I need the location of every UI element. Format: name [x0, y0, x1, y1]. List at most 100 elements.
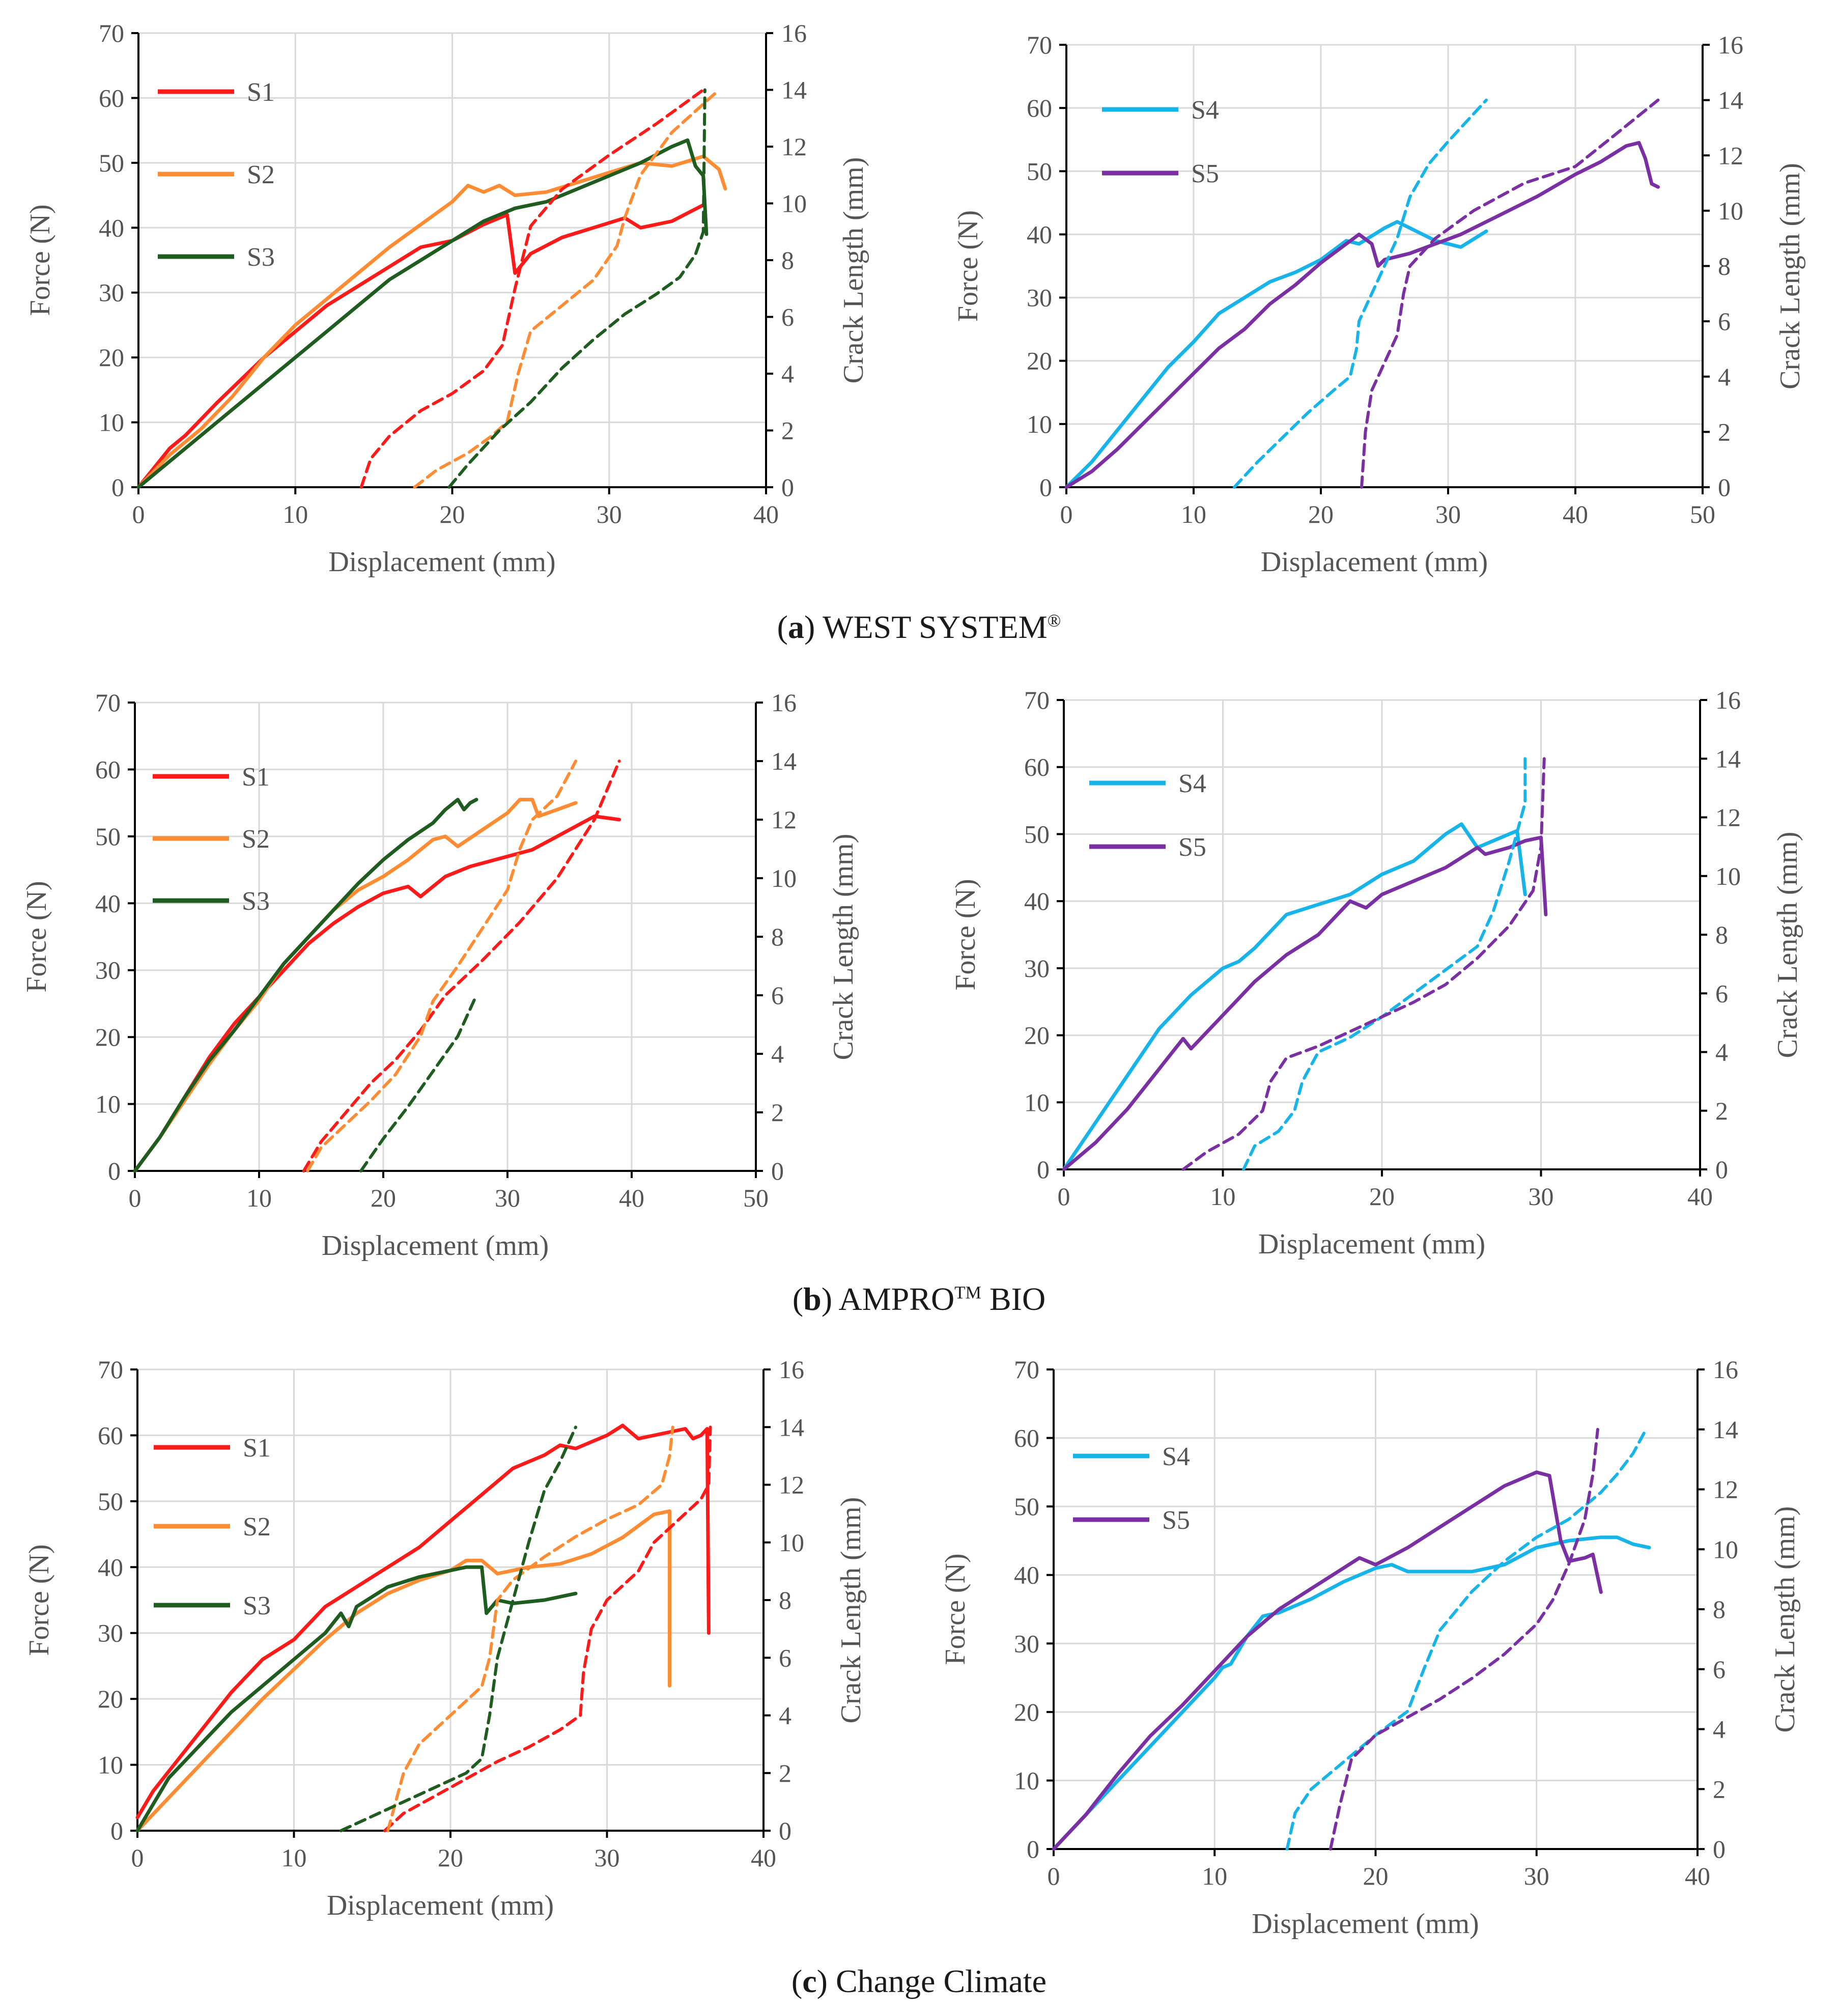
- y2-tick-label: 4: [1713, 1715, 1726, 1744]
- x-tick-label: 0: [1058, 1182, 1070, 1211]
- y-tick-label: 40: [1014, 1561, 1039, 1589]
- y2-tick-label: 0: [771, 1157, 784, 1185]
- x-tick-label: 40: [1563, 500, 1588, 528]
- y2-axis-label: Crack Length (mm): [1772, 832, 1803, 1058]
- y2-tick-label: 8: [1715, 920, 1728, 949]
- y2-tick-label: 10: [1715, 862, 1741, 890]
- y-tick-label: 0: [108, 1157, 121, 1185]
- y-tick-label: 50: [99, 149, 124, 177]
- y-tick-label: 60: [95, 755, 121, 783]
- legend-label-s4: S4: [1191, 96, 1219, 125]
- series-s5-crack-length-line: [1328, 1427, 1599, 1851]
- x-tick-label: 10: [1202, 1862, 1227, 1890]
- y2-axis-label: Crack Length (mm): [828, 834, 859, 1060]
- chart-b-right: 0 10 20 30 40 50 60 70 0 2 4 6 8 10 12 14 16 0 10 20 30 40 Dis…: [950, 686, 1803, 1260]
- y-axis-label: Force (N): [950, 879, 981, 990]
- y2-tick-label: 8: [781, 246, 794, 274]
- y-tick-label: 20: [1014, 1698, 1039, 1726]
- x-axis-label: Displacement (mm): [327, 1890, 554, 1921]
- y2-tick-label: 16: [1718, 31, 1743, 59]
- y-tick-label: 10: [1024, 1088, 1050, 1116]
- y-tick-label: 40: [95, 889, 121, 917]
- series-s3-crack-length-line: [359, 994, 478, 1172]
- y-tick-label: 40: [98, 1553, 123, 1581]
- y2-tick-label: 14: [779, 1413, 804, 1441]
- y2-axis-label: Crack Length (mm): [1774, 163, 1806, 389]
- y2-tick-label: 4: [781, 359, 794, 388]
- x-tick-label: 30: [595, 1843, 620, 1872]
- series-s5-crack-length-line: [1181, 757, 1546, 1171]
- y2-tick-label: 12: [781, 132, 807, 161]
- y-tick-label: 0: [110, 1816, 123, 1845]
- x-tick-label: 10: [1210, 1182, 1236, 1211]
- caption-b: (b) AMPROTM BIO: [792, 1281, 1046, 1317]
- y-tick-label: 30: [95, 956, 121, 985]
- series-s2-crack-length-line: [413, 88, 721, 489]
- y2-tick-label: 6: [1713, 1655, 1726, 1684]
- y2-tick-label: 10: [779, 1528, 804, 1557]
- x-tick-label: 20: [1369, 1182, 1395, 1211]
- y-tick-label: 10: [98, 1751, 123, 1779]
- series-s4-crack-length-line: [1242, 757, 1527, 1171]
- legend-label-s4: S4: [1162, 1442, 1190, 1471]
- y-tick-label: 70: [99, 19, 124, 47]
- x-axis-label: Displacement (mm): [322, 1230, 549, 1262]
- legend-label-s1: S1: [242, 763, 270, 792]
- series-s5-crack-length-line: [1360, 98, 1660, 489]
- series-s2-force-line: [136, 154, 727, 489]
- y2-tick-label: 6: [779, 1643, 791, 1672]
- y-tick-label: 20: [1027, 347, 1052, 375]
- y2-tick-label: 6: [1715, 979, 1728, 1007]
- y2-tick-label: 4: [1715, 1038, 1728, 1067]
- y-tick-label: 20: [1024, 1021, 1050, 1050]
- x-tick-label: 40: [1685, 1862, 1710, 1890]
- y2-tick-label: 8: [779, 1586, 791, 1614]
- chart-a-right: 0 10 20 30 40 50 60 70 0 2 4 6 8 10 12 14 16 0 10 20 30 40 50 D…: [952, 31, 1806, 578]
- x-tick-label: 50: [743, 1184, 769, 1212]
- x-tick-label: 20: [440, 500, 465, 528]
- y2-tick-label: 2: [1718, 417, 1731, 446]
- y2-tick-label: 6: [781, 303, 794, 331]
- x-tick-label: 40: [753, 500, 779, 528]
- y2-tick-label: 0: [781, 473, 794, 501]
- legend-label-s3: S3: [242, 887, 270, 916]
- y-tick-label: 60: [1024, 753, 1050, 781]
- y2-tick-label: 2: [779, 1759, 791, 1787]
- x-tick-label: 20: [1308, 500, 1334, 528]
- legend-label-s5: S5: [1191, 159, 1219, 188]
- y-axis-label: Force (N): [23, 1544, 55, 1656]
- y-tick-label: 40: [1024, 887, 1050, 915]
- x-tick-label: 10: [1181, 500, 1206, 528]
- x-tick-label: 50: [1690, 500, 1715, 528]
- y-tick-label: 20: [99, 343, 124, 372]
- series-s4-crack-length-line: [1285, 1427, 1648, 1851]
- series-s1-force-line: [135, 1423, 711, 1819]
- y2-tick-label: 0: [1718, 473, 1731, 501]
- x-tick-label: 30: [597, 500, 622, 528]
- chart-b-left: 0 10 20 30 40 50 60 70 0 2 4 6 8 10 12 14 16 0 10 20 30 40 50 D…: [21, 688, 859, 1262]
- series-s3-crack-length-line: [339, 1425, 577, 1832]
- series-s4-force-line: [1062, 822, 1527, 1171]
- x-tick-label: 40: [751, 1843, 776, 1872]
- x-tick-label: 0: [1048, 1862, 1060, 1890]
- chart-c-right: 0 10 20 30 40 50 60 70 0 2 4 6 8 10 12 14 16 0 10 20 30 40 Dis…: [940, 1355, 1801, 1940]
- legend-label-s5: S5: [1162, 1506, 1190, 1535]
- y2-tick-label: 14: [1713, 1415, 1738, 1444]
- y2-tick-label: 2: [1713, 1775, 1726, 1803]
- x-tick-label: 20: [438, 1843, 463, 1872]
- legend-label-s3: S3: [247, 243, 275, 272]
- y-axis-label: Force (N): [952, 210, 984, 322]
- caption-c: (c) Change Climate: [791, 1963, 1047, 1999]
- y2-tick-label: 14: [1718, 86, 1743, 115]
- x-tick-label: 0: [1060, 500, 1073, 528]
- y-tick-label: 60: [98, 1421, 123, 1449]
- y-tick-label: 70: [95, 688, 121, 717]
- y2-tick-label: 6: [771, 981, 784, 1010]
- y-tick-label: 10: [95, 1090, 121, 1118]
- y2-tick-label: 12: [1715, 803, 1741, 832]
- series-s5-force-line: [1052, 1470, 1603, 1851]
- y-tick-label: 50: [1014, 1492, 1039, 1521]
- x-tick-label: 10: [246, 1184, 272, 1212]
- series-s3-crack-length-line: [447, 88, 706, 489]
